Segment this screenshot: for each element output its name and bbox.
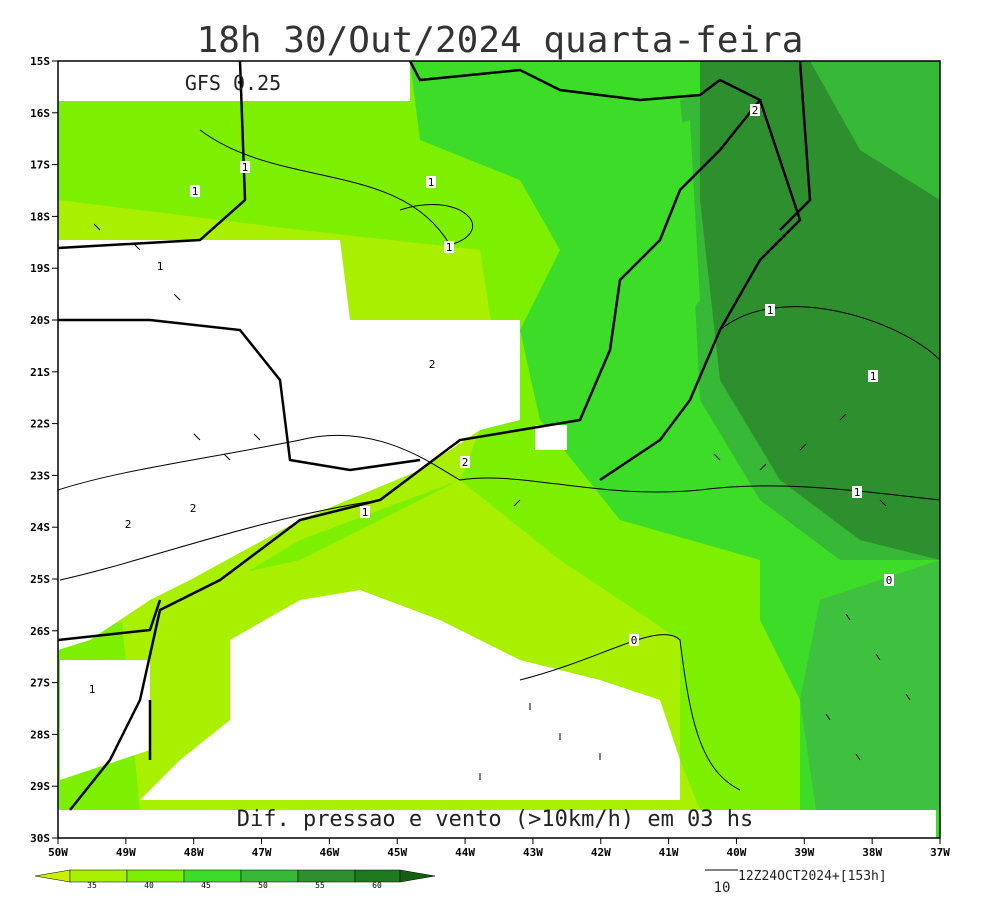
lat-label: 16S [30,107,50,120]
lat-label: 25S [30,573,50,586]
lat-label: 18S [30,210,50,223]
colorbar-label: 35 [87,881,97,890]
contour-label: 0 [886,574,893,587]
lat-labels: 15S 16S 17S 18S 19S 20S 21S 22S 23S 24S 25S 26S 27S 2… [30,55,58,845]
contour-label-box [427,358,437,370]
contour-label: 2 [752,104,759,117]
contour-label-box [884,574,894,586]
contour-label: 1 [446,241,453,254]
run-info: 12Z24OCT2024+[153h] [738,869,887,884]
contour-label-box [868,370,878,382]
lon-label: 50W [48,846,68,859]
lon-label: 39W [794,846,814,859]
lat-label: 30S [30,832,50,845]
contour-label: 0 [631,634,638,647]
contour-label-box [87,683,97,695]
lon-label: 47W [252,846,272,859]
contour-label: 1 [428,176,435,189]
lon-label: 48W [184,846,204,859]
map-field [57,60,941,839]
contour-label: 2 [125,518,132,531]
colorbar-label: 45 [201,881,211,890]
contour-label: 1 [192,185,199,198]
contour-label: 2 [190,502,197,515]
contour-label-box [444,241,454,253]
model-label: GFS 0.25 [185,71,281,95]
contour-label-box [765,304,775,316]
lon-label: 37W [930,846,950,859]
lat-label: 26S [30,625,50,638]
contour-label: 2 [429,358,436,371]
contour-label-box [460,456,470,468]
lon-labels: 50W 49W 48W 47W 46W 45W 44W 43W 42W 41W 40W 39W 38W 3… [48,838,950,859]
lat-label: 28S [30,728,50,741]
contour-label-box [426,176,436,188]
lon-label: 44W [455,846,475,859]
lat-label: 27S [30,677,50,690]
lat-label: 29S [30,780,50,793]
lat-label: 15S [30,55,50,68]
scale-label: 10 [714,880,731,896]
lon-label: 40W [727,846,747,859]
lat-label: 21S [30,366,50,379]
caption: Dif. pressao e vento (>10km/h) em 03 hs [237,807,754,832]
contour-label-box [360,506,370,518]
lat-label: 24S [30,521,50,534]
contour-label-box [750,104,760,116]
colorbar: 35 40 45 50 55 60 [34,869,436,890]
contour-label-box [123,518,133,530]
contour-label-box [155,260,165,272]
colorbar-label: 55 [315,881,325,890]
lon-label: 43W [523,846,543,859]
contour-label: 2 [462,456,469,469]
contour-label-box [629,634,639,646]
contour-label: 1 [362,506,369,519]
colorbar-label: 50 [258,881,268,890]
lat-label: 22S [30,418,50,431]
contour-label: 1 [242,161,249,174]
contour-label: 1 [767,304,774,317]
title: 18h 30/Out/2024 quarta-feira [197,20,804,61]
contour-label: 1 [870,370,877,383]
contour-label: 1 [89,683,96,696]
lon-label: 38W [862,846,882,859]
contour-label-box [188,502,198,514]
lat-label: 17S [30,159,50,172]
lat-label: 23S [30,469,50,482]
contour-label-box [852,486,862,498]
contour-labels: 1 1 1 1 2 1 2 2 2 1 1 1 1 0 0 1 2 [87,104,894,696]
contour-label: 1 [157,260,164,273]
colorbar-label: 60 [372,881,382,890]
contour-label-box [240,161,250,173]
lon-label: 42W [591,846,611,859]
lon-label: 49W [116,846,136,859]
lon-label: 46W [319,846,339,859]
lat-label: 20S [30,314,50,327]
colorbar-label: 40 [144,881,154,890]
contour-label-box [190,185,200,197]
lon-label: 45W [387,846,407,859]
contour-label: 1 [854,486,861,499]
lon-label: 41W [659,846,679,859]
lat-label: 19S [30,262,50,275]
